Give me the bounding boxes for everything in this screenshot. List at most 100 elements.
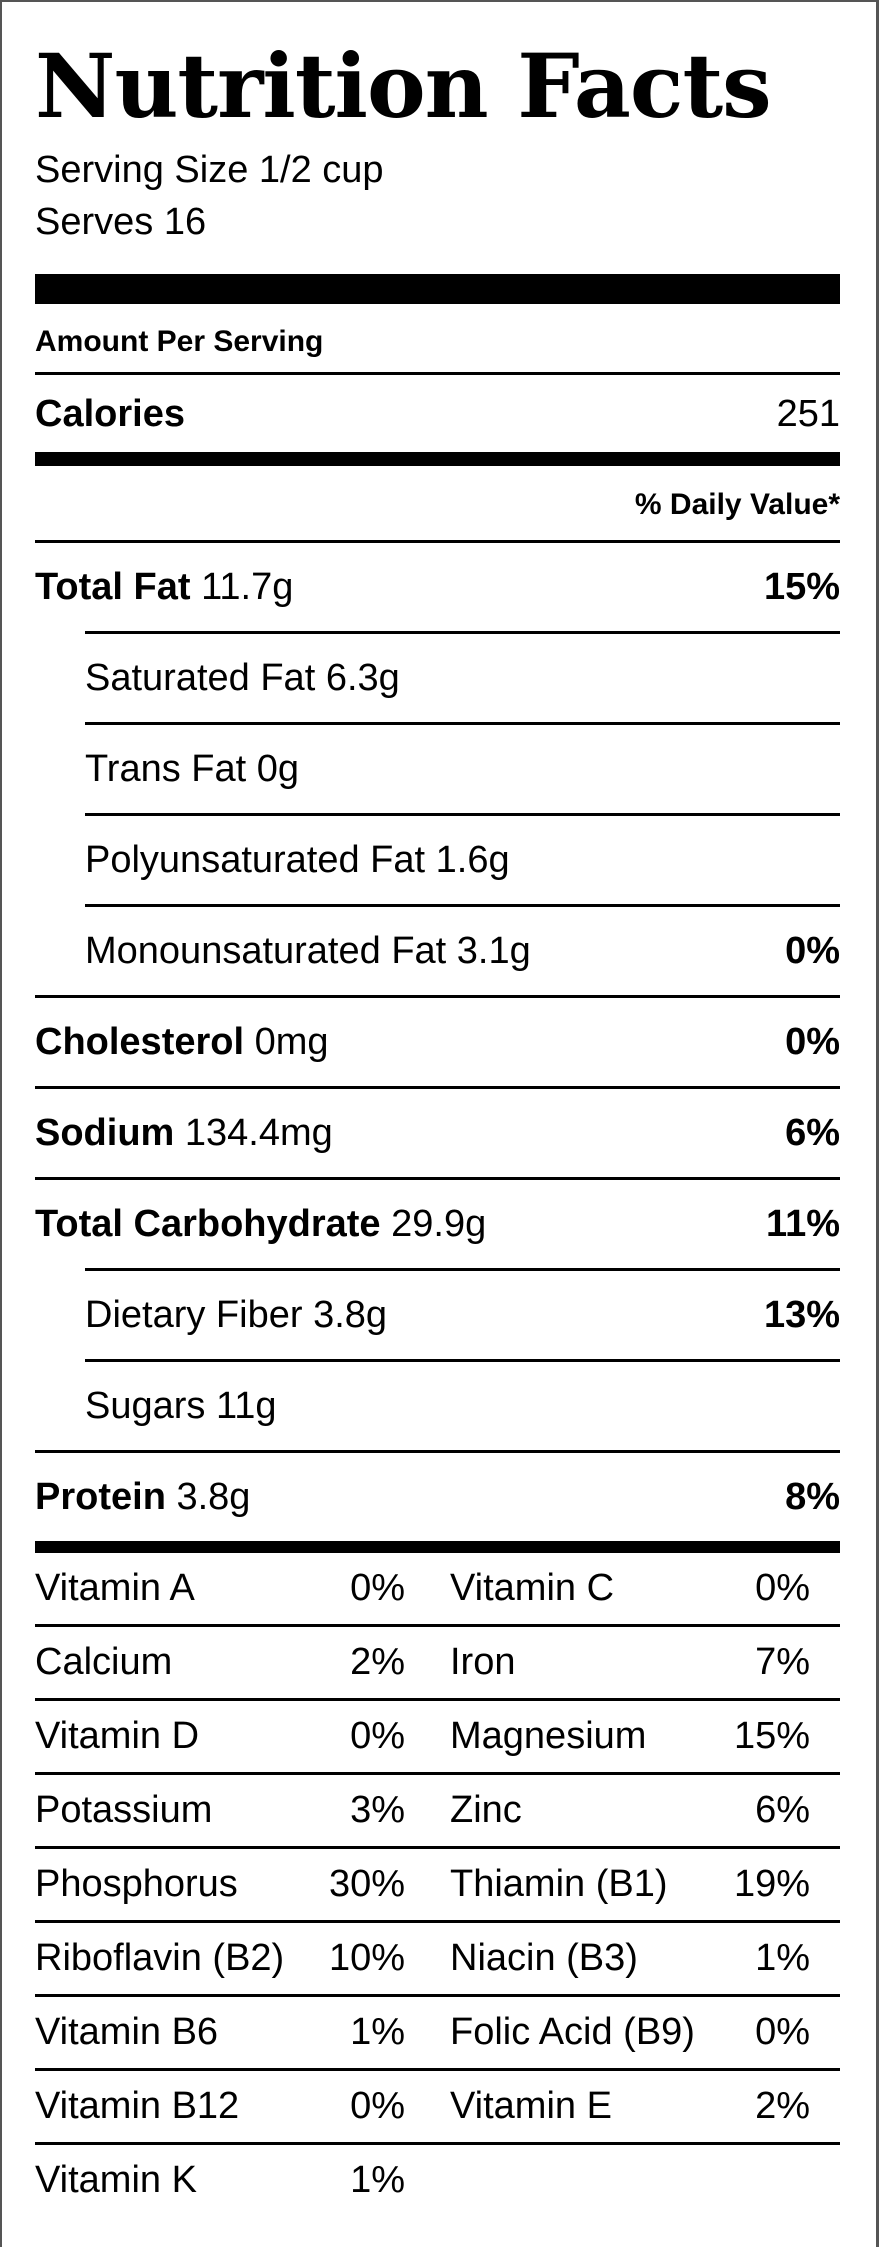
vitamin-name: Thiamin (B1) (450, 1863, 668, 1905)
divider (85, 722, 840, 725)
nutrient-row-trans-fat: Trans Fat 0g (85, 725, 840, 813)
calories-row: Calories 251 (35, 375, 840, 452)
vitamin-pct: 1% (755, 1937, 810, 1979)
vitamin-name: Phosphorus (35, 1863, 238, 1905)
nutrient-row-total-carbohydrate: Total Carbohydrate 29.9g 11% (35, 1180, 840, 1268)
divider (35, 540, 840, 543)
vitamin-row: Vitamin B6 1% Folic Acid (B9) 0% (35, 1997, 840, 2068)
divider (35, 1624, 840, 1627)
vitamin-pct: 0% (755, 2011, 810, 2053)
vitamin-name: Calcium (35, 1641, 173, 1683)
vitamin-pct: 15% (733, 1715, 810, 1757)
vitamin-name: Vitamin C (450, 1567, 615, 1609)
vitamin-pct: 10% (328, 1937, 405, 1979)
nutrient-daily-value: 0% (785, 929, 840, 972)
divider (35, 372, 840, 375)
divider (35, 1772, 840, 1775)
divider (85, 904, 840, 907)
vitamin-name: Iron (450, 1641, 516, 1683)
vitamin-name: Vitamin K (35, 2159, 197, 2201)
nutrient-row-polyunsaturated-fat: Polyunsaturated Fat 1.6g (85, 816, 840, 904)
nutrient-amount: 0mg (254, 1020, 329, 1063)
vitamin-pct: 1% (350, 2159, 405, 2201)
vitamin-pct: 6% (755, 1789, 810, 1831)
vitamin-pct: 3% (350, 1789, 405, 1831)
vitamin-name: Vitamin E (450, 2085, 612, 2127)
vitamin-row: Vitamin D 0% Magnesium 15% (35, 1701, 840, 1772)
daily-value-header: % Daily Value* (634, 488, 840, 521)
vitamin-pct: 2% (755, 2085, 810, 2127)
vitamin-pct: 0% (350, 1715, 405, 1757)
nutrient-amount: 11g (215, 1384, 277, 1427)
vitamin-row: Phosphorus 30% Thiamin (B1) 19% (35, 1849, 840, 1920)
vitamin-name: Potassium (35, 1789, 213, 1831)
nutrient-amount: 6.3g (325, 656, 400, 699)
divider-thick (35, 274, 840, 304)
divider (35, 1177, 840, 1180)
nutrient-row-protein: Protein 3.8g 8% (35, 1453, 840, 1541)
nutrient-amount: 0g (256, 747, 300, 790)
calories-label: Calories (35, 393, 185, 435)
divider (35, 995, 840, 998)
vitamin-row: Calcium 2% Iron 7% (35, 1627, 840, 1698)
vitamin-name: Folic Acid (B9) (450, 2011, 695, 2053)
nutrient-name: Polyunsaturated Fat (85, 838, 426, 881)
amount-per-serving: Amount Per Serving (35, 325, 324, 358)
nutrient-name: Sodium (35, 1111, 175, 1154)
vitamin-pct: 30% (328, 1863, 405, 1905)
nutrient-row-total-fat: Total Fat 11.7g 15% (35, 543, 840, 631)
vitamin-pct: 0% (350, 2085, 405, 2127)
divider-medium (35, 1541, 840, 1553)
divider (35, 2142, 840, 2145)
nutrient-name: Dietary Fiber (85, 1293, 303, 1336)
vitamin-row: Potassium 3% Zinc 6% (35, 1775, 840, 1846)
divider (85, 1268, 840, 1271)
divider (35, 1846, 840, 1849)
divider (85, 1359, 840, 1362)
vitamin-pct: 19% (733, 1863, 810, 1905)
nutrient-row-dietary-fiber: Dietary Fiber 3.8g 13% (85, 1271, 840, 1359)
vitamin-pct: 2% (350, 1641, 405, 1683)
nutrient-daily-value: 11% (766, 1202, 840, 1245)
nutrient-daily-value: 6% (785, 1111, 840, 1154)
divider (85, 631, 840, 634)
divider (35, 1698, 840, 1701)
vitamin-pct: 7% (755, 1641, 810, 1683)
divider (35, 1994, 840, 1997)
label-title: Nutrition Facts (35, 34, 772, 138)
servings-count: Serves 16 (35, 201, 207, 243)
vitamin-row: Vitamin A 0% Vitamin C 0% (35, 1553, 840, 1624)
nutrient-row-saturated-fat: Saturated Fat 6.3g (85, 634, 840, 722)
serving-info: Serving Size 1/2 cup Serves 16 (35, 144, 840, 248)
nutrient-name: Total Carbohydrate (35, 1202, 381, 1245)
nutrient-row-cholesterol: Cholesterol 0mg 0% (35, 998, 840, 1086)
nutrient-row-sugars: Sugars 11g (85, 1362, 840, 1450)
nutrient-amount: 29.9g (391, 1202, 487, 1245)
vitamin-name: Vitamin B12 (35, 2085, 240, 2127)
nutrient-daily-value: 8% (785, 1475, 840, 1518)
vitamin-name: Riboflavin (B2) (35, 1937, 285, 1979)
vitamin-row: Riboflavin (B2) 10% Niacin (B3) 1% (35, 1923, 840, 1994)
vitamin-row: Vitamin B12 0% Vitamin E 2% (35, 2071, 840, 2142)
vitamin-name: Vitamin D (35, 1715, 200, 1757)
nutrient-daily-value: 13% (763, 1293, 840, 1336)
divider (35, 2068, 840, 2071)
divider (35, 1450, 840, 1453)
vitamin-pct: 1% (350, 2011, 405, 2053)
nutrient-name: Total Fat (35, 565, 191, 608)
nutrient-name: Saturated Fat (85, 656, 316, 699)
nutrient-name: Protein (35, 1475, 166, 1518)
nutrient-amount: 134.4mg (184, 1111, 333, 1154)
nutrient-daily-value: 15% (763, 565, 840, 608)
vitamin-pct: 0% (755, 1567, 810, 1609)
vitamins-table: Vitamin A 0% Vitamin C 0% Calcium 2% Iron 7%… (35, 1553, 840, 2216)
nutrient-name: Trans Fat (85, 747, 247, 790)
vitamin-row: Vitamin K 1% (35, 2145, 840, 2216)
calories-value: 251 (776, 393, 840, 435)
divider (35, 1920, 840, 1923)
serving-size: Serving Size 1/2 cup (35, 149, 384, 191)
divider-medium (35, 452, 840, 466)
nutrient-row-monounsaturated-fat: Monounsaturated Fat 3.1g 0% (85, 907, 840, 995)
nutrient-amount: 3.8g (313, 1293, 388, 1336)
